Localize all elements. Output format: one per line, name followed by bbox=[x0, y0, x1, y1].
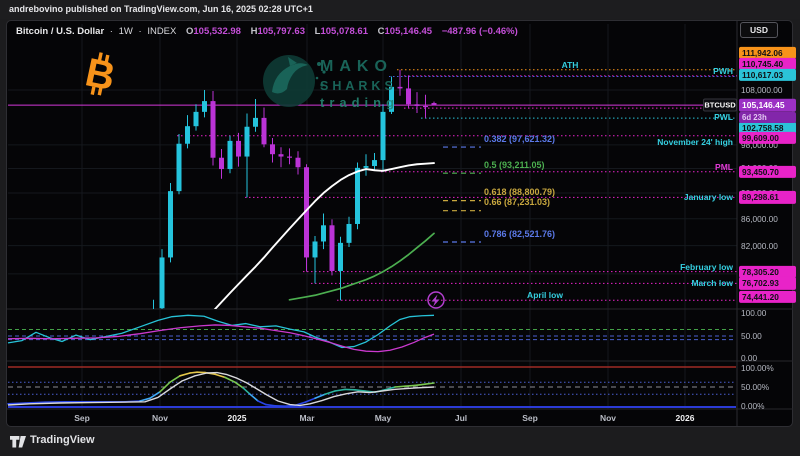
fib-level-label: 0.5 (93,211.05) bbox=[484, 159, 545, 170]
tradingview-logo-icon bbox=[9, 434, 27, 454]
footer-brand-link[interactable]: TradingView bbox=[30, 434, 95, 446]
symbol-badge: BTCUSD bbox=[703, 98, 737, 112]
price-axis-label: 86,000.00 bbox=[741, 213, 778, 224]
currency-button[interactable]: USD bbox=[740, 22, 778, 38]
open-value: 105,532.98 bbox=[193, 26, 241, 37]
topbar: andrebovino published on TradingView.com… bbox=[0, 0, 800, 19]
indicator-axis-label: 50.00% bbox=[741, 382, 770, 392]
low-label: L bbox=[314, 26, 321, 37]
time-axis-label: Jul bbox=[454, 413, 468, 423]
separator: · bbox=[109, 26, 113, 37]
exchange-label: INDEX bbox=[147, 26, 177, 37]
price-level-badge: 111,942.06 bbox=[739, 46, 796, 59]
indicator-axis-label: 0.00% bbox=[741, 400, 765, 411]
level-label-april-low: April low bbox=[527, 290, 563, 301]
watermark: MAKO SHARKS trading bbox=[260, 50, 394, 119]
time-axis-label: Mar bbox=[299, 413, 315, 423]
time-axis-label: Sep bbox=[74, 413, 90, 423]
time-axis-label: 2026 bbox=[675, 413, 695, 423]
level-label-nov24-high: November 24' high bbox=[657, 136, 733, 147]
level-label-january-low: January low bbox=[683, 192, 733, 203]
level-label-ath: ATH bbox=[561, 59, 579, 70]
level-label-pwh: PWH bbox=[713, 65, 733, 76]
price-axis-label: 98,000.00 bbox=[741, 139, 778, 150]
indicator-axis-label: 0.00 bbox=[741, 352, 758, 363]
close-value: 105,146.45 bbox=[384, 26, 433, 37]
open-label: O bbox=[186, 26, 194, 37]
level-label-february-low: February low bbox=[680, 261, 733, 272]
interval-label[interactable]: 1W bbox=[118, 26, 133, 37]
time-axis-label: Nov bbox=[151, 413, 169, 423]
footer: TradingView bbox=[0, 427, 800, 456]
price-level-badge: 89,298.61 bbox=[739, 191, 796, 204]
symbol-bar: Bitcoin / U.S. Dollar · 1W · INDEX O105,… bbox=[16, 26, 518, 37]
watermark-line1: MAKO bbox=[320, 58, 393, 75]
price-level-badge: 102,758.58 bbox=[739, 121, 796, 134]
change-value: −487.96 (−0.46%) bbox=[441, 26, 518, 37]
current-price-badge: 105,146.45 bbox=[739, 98, 796, 112]
fib-level-label: 0.618 (88,800.79) bbox=[484, 187, 556, 198]
level-label-pml: PML bbox=[715, 161, 733, 172]
symbol-title[interactable]: Bitcoin / U.S. Dollar bbox=[16, 26, 105, 37]
published-line: andrebovino published on TradingView.com… bbox=[9, 4, 313, 14]
time-axis-label: Nov bbox=[599, 413, 617, 423]
time-axis-label: 2025 bbox=[227, 413, 247, 423]
fib-level-label: 0.786 (82,521.76) bbox=[484, 228, 556, 239]
level-label-pwl: PWL bbox=[714, 112, 733, 122]
shark-logo-icon bbox=[263, 55, 326, 107]
close-label: C bbox=[377, 26, 385, 37]
level-label-march-low: March low bbox=[691, 278, 733, 289]
fib-level-label: 0.66 (87,231.03) bbox=[484, 197, 551, 208]
indicator-axis-label: 100.00 bbox=[741, 308, 767, 318]
price-level-badge: 110,745.40 bbox=[739, 57, 796, 70]
price-axis-label: 108,000.00 bbox=[741, 85, 783, 95]
low-value: 105,078.61 bbox=[320, 26, 368, 37]
high-label: H bbox=[250, 26, 258, 37]
price-level-badge: 78,305.20 bbox=[739, 265, 796, 278]
fib-level-label: 0.382 (97,621.32) bbox=[484, 133, 556, 144]
indicator-axis-label: 50.00 bbox=[741, 331, 762, 341]
high-value: 105,797.63 bbox=[257, 26, 305, 37]
boost-button[interactable] bbox=[427, 291, 445, 309]
watermark-line3: trading bbox=[320, 95, 400, 110]
price-level-badge: 93,450.70 bbox=[739, 165, 796, 178]
time-axis-label: May bbox=[374, 413, 392, 423]
price-level-badge: 110,617.03 bbox=[739, 68, 796, 81]
separator: · bbox=[138, 26, 142, 37]
price-level-badge: 74,441.20 bbox=[739, 290, 796, 303]
price-level-badge: 76,702.93 bbox=[739, 277, 796, 290]
price-level-badge: 99,609.00 bbox=[739, 131, 796, 145]
watermark-line2: SHARKS bbox=[320, 79, 397, 93]
bitcoin-logo-icon: B bbox=[82, 50, 122, 105]
indicator-axis-label: 100.00% bbox=[741, 363, 774, 373]
price-axis-label: 82,000.00 bbox=[741, 240, 778, 251]
bar-countdown: 6d 23h bbox=[739, 112, 796, 123]
time-axis-label: Sep bbox=[522, 413, 538, 423]
